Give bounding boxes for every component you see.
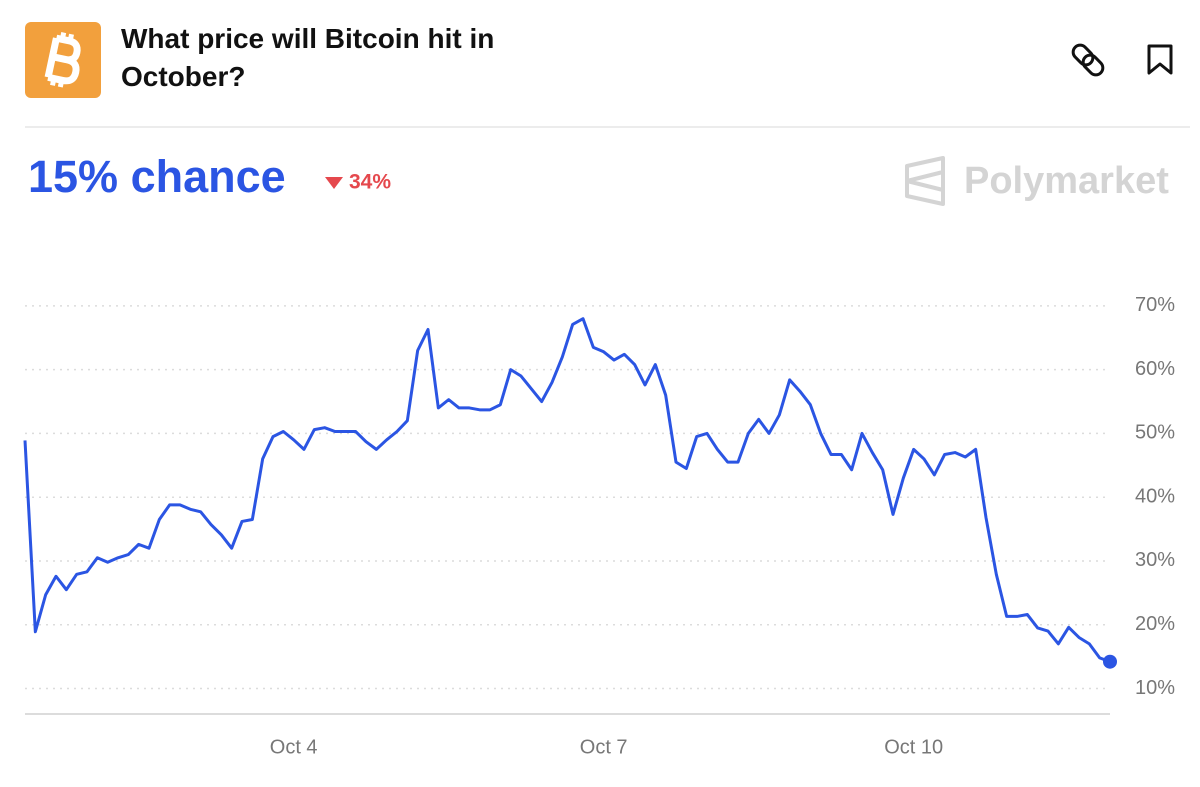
y-tick-label: 30% bbox=[1135, 549, 1175, 571]
headline: 15% chance bbox=[28, 151, 286, 202]
change-arrow bbox=[325, 177, 343, 189]
last-point bbox=[1103, 654, 1117, 669]
bitcoin-glyph bbox=[44, 32, 81, 88]
change: 34% bbox=[349, 171, 391, 194]
x-tick-label: Oct 4 bbox=[270, 736, 318, 758]
x-tick-label: Oct 7 bbox=[580, 736, 628, 758]
brand-logo bbox=[905, 156, 945, 206]
y-tick-label: 70% bbox=[1135, 294, 1175, 316]
brand: Polymarket bbox=[964, 160, 1169, 202]
bookmark-icon[interactable] bbox=[1147, 44, 1173, 75]
link-icon[interactable] bbox=[1070, 42, 1105, 77]
y-tick-label: 20% bbox=[1135, 613, 1175, 635]
y-tick-label: 50% bbox=[1135, 422, 1175, 444]
y-tick-label: 60% bbox=[1135, 358, 1175, 380]
x-tick-label: Oct 10 bbox=[884, 736, 943, 758]
market-title: What price will Bitcoin hit in October? bbox=[121, 23, 495, 92]
price-line bbox=[23, 317, 1111, 664]
y-tick-label: 10% bbox=[1135, 677, 1175, 699]
y-tick-label: 40% bbox=[1135, 485, 1175, 507]
